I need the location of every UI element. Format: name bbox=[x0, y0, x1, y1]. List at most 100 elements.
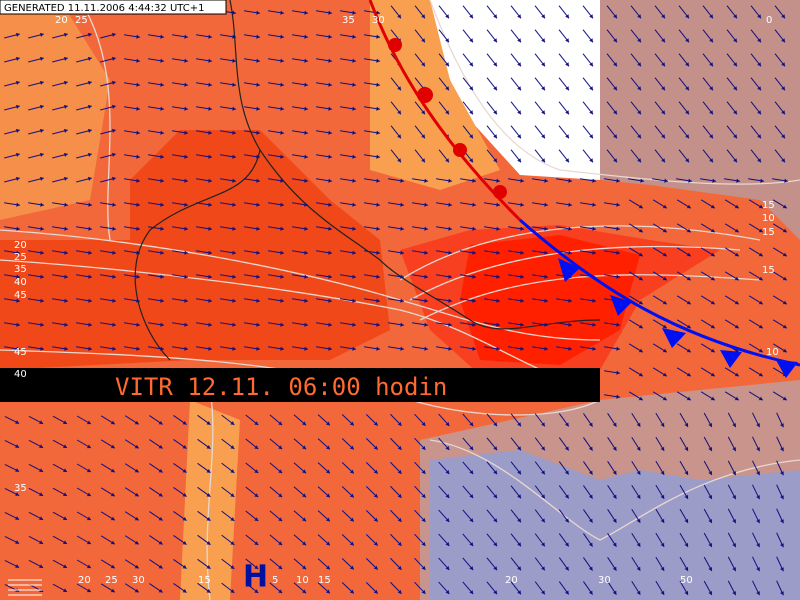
wind-arrow-head bbox=[208, 58, 212, 63]
wind-arrow-head bbox=[184, 322, 188, 327]
wind-arrow-head bbox=[493, 110, 497, 115]
wind-arrow-head bbox=[15, 420, 20, 424]
wind-arrow-head bbox=[613, 110, 617, 115]
wind-arrow-head bbox=[349, 541, 354, 546]
wind-arrow-head bbox=[63, 516, 68, 521]
wind-arrow-head bbox=[517, 446, 521, 451]
wind-arrow-head bbox=[63, 420, 68, 425]
wind-arrow-head bbox=[230, 469, 235, 473]
wind-arrow-head bbox=[208, 130, 212, 135]
wind-arrow-head bbox=[517, 110, 521, 115]
wind-arrow-head bbox=[397, 86, 401, 91]
wind-arrow-head bbox=[230, 493, 235, 497]
wind-arrow-head bbox=[589, 110, 593, 115]
wind-arrow-head bbox=[565, 14, 569, 19]
front-symbol bbox=[776, 360, 798, 378]
wind-arrow-head bbox=[445, 446, 450, 450]
wind-arrow-head bbox=[781, 134, 785, 139]
contour-label: 35 bbox=[14, 264, 27, 275]
wind-arrow-head bbox=[63, 564, 68, 569]
wind-arrow-head bbox=[757, 62, 761, 67]
wind-arrow-head bbox=[39, 492, 44, 496]
wind-arrow-head bbox=[448, 346, 452, 351]
wind-arrow-head bbox=[782, 252, 787, 257]
wind-arrow-head bbox=[712, 178, 716, 183]
wind-arrow-head bbox=[568, 202, 572, 207]
wind-arrow-head bbox=[278, 445, 283, 450]
wind-arrow-head bbox=[326, 445, 330, 450]
wind-arrow-head bbox=[612, 470, 617, 475]
wind-arrow-head bbox=[136, 154, 140, 159]
wind-arrow-head bbox=[182, 420, 187, 425]
wind-arrow-head bbox=[686, 372, 691, 377]
wind-arrow-head bbox=[280, 250, 284, 255]
field-light bbox=[0, 0, 110, 220]
wind-arrow-head bbox=[184, 298, 188, 303]
wind-arrow-head bbox=[757, 14, 761, 19]
wind-arrow-head bbox=[758, 228, 763, 233]
wind-arrow-head bbox=[421, 589, 426, 594]
wind-arrow-head bbox=[328, 106, 332, 111]
contour-label: 35 bbox=[14, 483, 27, 494]
wind-arrow-head bbox=[376, 226, 380, 231]
wind-arrow-head bbox=[613, 38, 617, 43]
wind-arrow-head bbox=[15, 516, 20, 520]
wind-arrow-head bbox=[111, 104, 116, 109]
wind-arrow-head bbox=[39, 444, 44, 448]
wind-arrow-head bbox=[448, 298, 452, 303]
wind-arrow-head bbox=[111, 32, 116, 37]
wind-arrow-head bbox=[280, 10, 284, 15]
wind-arrow-head bbox=[136, 178, 140, 183]
wind-arrow-head bbox=[421, 565, 426, 570]
wind-arrow-head bbox=[588, 542, 593, 547]
wind-arrow-head bbox=[397, 565, 402, 570]
contour-label: 25 bbox=[75, 15, 88, 26]
wind-arrow-head bbox=[136, 250, 140, 255]
wind-arrow-head bbox=[64, 298, 68, 303]
contour-label: 0 bbox=[766, 15, 772, 26]
wind-arrow-head bbox=[349, 421, 354, 426]
wind-arrow-head bbox=[326, 517, 330, 522]
wind-arrow-head bbox=[328, 130, 332, 135]
wind-arrow-head bbox=[448, 322, 452, 327]
wind-arrow-head bbox=[732, 519, 736, 524]
wind-arrow-head bbox=[638, 228, 643, 233]
wind-arrow-head bbox=[232, 154, 236, 159]
wind-arrow-head bbox=[39, 468, 44, 472]
wind-arrow-head bbox=[469, 566, 474, 571]
wind-arrow-head bbox=[733, 110, 737, 115]
wind-arrow-head bbox=[160, 58, 164, 63]
wind-arrow-head bbox=[613, 158, 617, 163]
wind-arrow-head bbox=[39, 516, 44, 520]
wind-arrow-head bbox=[541, 542, 545, 547]
wind-arrow-head bbox=[88, 250, 92, 255]
wind-arrow-head bbox=[493, 590, 498, 595]
contour-label: 10 bbox=[296, 575, 309, 586]
wind-arrow-head bbox=[541, 158, 545, 163]
wind-arrow-head bbox=[230, 589, 235, 593]
wind-arrow-head bbox=[376, 154, 380, 159]
wind-arrow-head bbox=[230, 565, 235, 569]
wind-arrow-head bbox=[16, 250, 20, 255]
wind-arrow-head bbox=[781, 38, 785, 43]
wind-arrow-head bbox=[40, 226, 44, 231]
wind-arrow-head bbox=[158, 492, 163, 497]
wind-arrow-head bbox=[88, 226, 92, 231]
wind-arrow-head bbox=[134, 444, 139, 449]
wind-arrow-head bbox=[544, 346, 548, 351]
wind-arrow-head bbox=[568, 178, 572, 183]
wind-arrow-head bbox=[517, 542, 521, 547]
wind-arrow-head bbox=[373, 517, 378, 522]
wind-arrow-head bbox=[230, 517, 235, 521]
wind-arrow-head bbox=[780, 567, 784, 572]
wind-arrow-head bbox=[304, 298, 308, 303]
wind-arrow-head bbox=[520, 274, 524, 279]
wind-arrow-head bbox=[517, 422, 521, 427]
wind-arrow-head bbox=[208, 202, 212, 207]
isoline bbox=[409, 245, 741, 301]
wind-arrow-head bbox=[684, 494, 689, 499]
wind-arrow-head bbox=[160, 154, 164, 159]
wind-arrow-head bbox=[87, 152, 92, 157]
wind-arrow-head bbox=[756, 447, 760, 452]
wind-arrow-head bbox=[592, 202, 596, 207]
